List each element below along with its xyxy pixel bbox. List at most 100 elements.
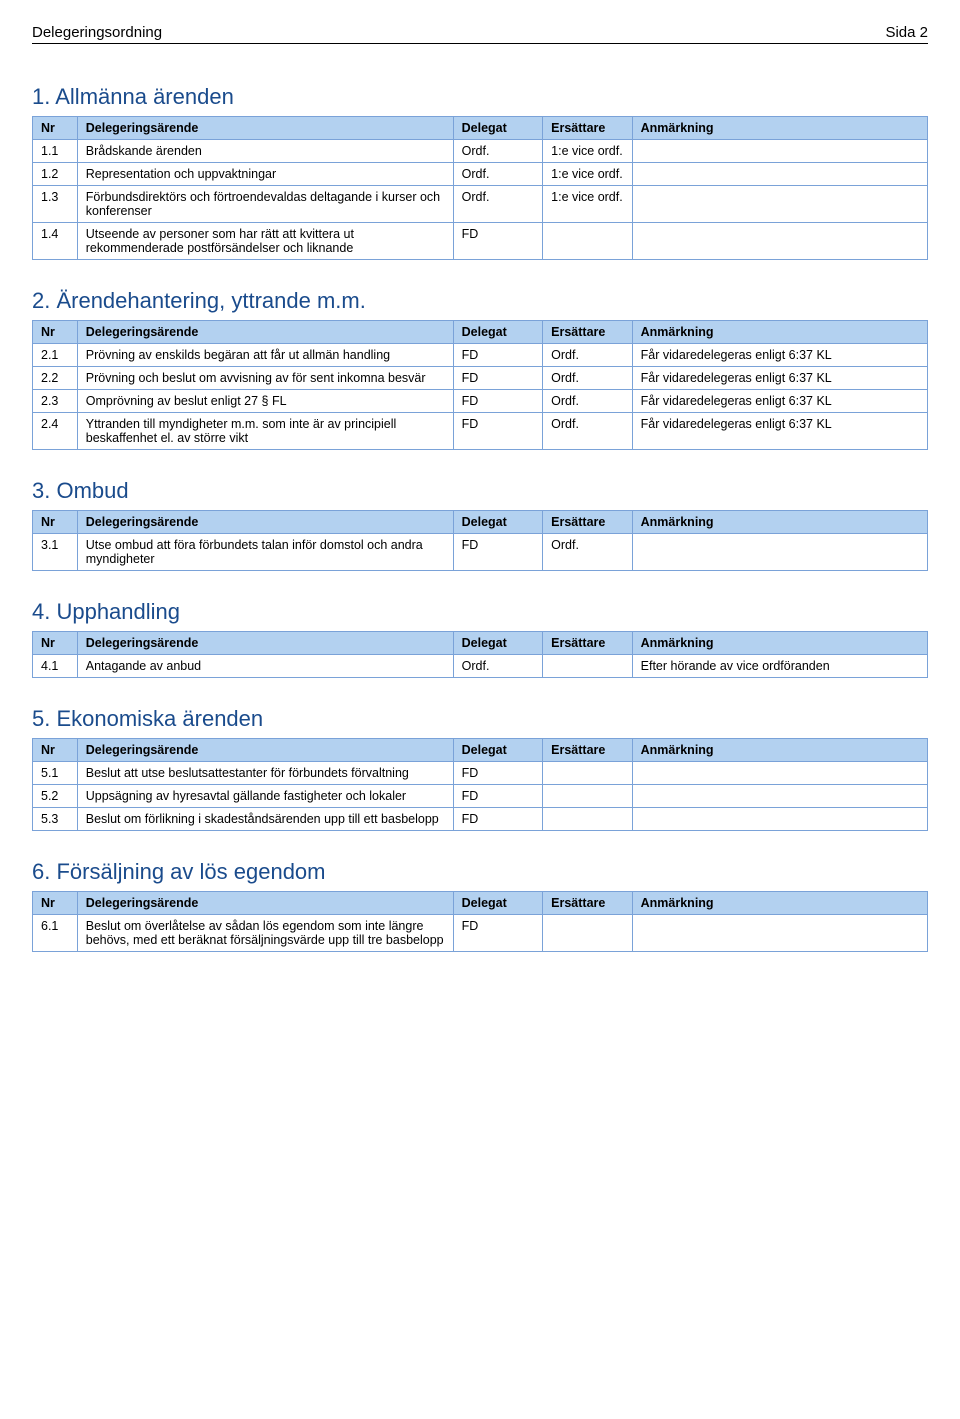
cell-anm [632, 915, 927, 952]
column-header-ers: Ersättare [543, 892, 633, 915]
table-row: 2.3Omprövning av beslut enligt 27 § FLFD… [33, 390, 928, 413]
column-header-ers: Ersättare [543, 511, 633, 534]
table-row: 3.1Utse ombud att föra förbundets talan … [33, 534, 928, 571]
column-header-anm: Anmärkning [632, 117, 927, 140]
page-header: Delegeringsordning Sida 2 [32, 24, 928, 44]
table-row: 1.3Förbundsdirektörs och förtroendevalda… [33, 186, 928, 223]
cell-nr: 4.1 [33, 655, 78, 678]
column-header-nr: Nr [33, 511, 78, 534]
cell-anm [632, 534, 927, 571]
delegation-table: NrDelegeringsärendeDelegatErsättareAnmär… [32, 891, 928, 952]
cell-del: FD [453, 785, 543, 808]
cell-del: FD [453, 413, 543, 450]
cell-nr: 1.2 [33, 163, 78, 186]
cell-nr: 3.1 [33, 534, 78, 571]
column-header-nr: Nr [33, 739, 78, 762]
cell-ers: Ordf. [543, 344, 633, 367]
cell-ers: Ordf. [543, 534, 633, 571]
cell-desc: Beslut om överlåtelse av sådan lös egend… [77, 915, 453, 952]
cell-ers: 1:e vice ordf. [543, 186, 633, 223]
cell-ers [543, 808, 633, 831]
column-header-anm: Anmärkning [632, 321, 927, 344]
cell-anm: Får vidaredelegeras enligt 6:37 KL [632, 413, 927, 450]
cell-ers: 1:e vice ordf. [543, 163, 633, 186]
delegation-table: NrDelegeringsärendeDelegatErsättareAnmär… [32, 116, 928, 260]
table-header-row: NrDelegeringsärendeDelegatErsättareAnmär… [33, 892, 928, 915]
cell-desc: Beslut att utse beslutsattestanter för f… [77, 762, 453, 785]
cell-del: FD [453, 762, 543, 785]
cell-anm [632, 163, 927, 186]
column-header-anm: Anmärkning [632, 511, 927, 534]
cell-desc: Förbundsdirektörs och förtroendevaldas d… [77, 186, 453, 223]
column-header-nr: Nr [33, 117, 78, 140]
cell-desc: Prövning av enskilds begäran att får ut … [77, 344, 453, 367]
cell-nr: 6.1 [33, 915, 78, 952]
cell-nr: 1.3 [33, 186, 78, 223]
cell-del: FD [453, 367, 543, 390]
cell-desc: Representation och uppvaktningar [77, 163, 453, 186]
delegation-table: NrDelegeringsärendeDelegatErsättareAnmär… [32, 631, 928, 678]
table-row: 2.2Prövning och beslut om avvisning av f… [33, 367, 928, 390]
cell-del: FD [453, 390, 543, 413]
cell-anm [632, 785, 927, 808]
column-header-del: Delegat [453, 321, 543, 344]
table-row: 1.4Utseende av personer som har rätt att… [33, 223, 928, 260]
column-header-ers: Ersättare [543, 632, 633, 655]
cell-desc: Antagande av anbud [77, 655, 453, 678]
column-header-anm: Anmärkning [632, 892, 927, 915]
column-header-desc: Delegeringsärende [77, 511, 453, 534]
cell-anm [632, 140, 927, 163]
column-header-desc: Delegeringsärende [77, 632, 453, 655]
column-header-ers: Ersättare [543, 117, 633, 140]
table-header-row: NrDelegeringsärendeDelegatErsättareAnmär… [33, 511, 928, 534]
table-row: 2.1Prövning av enskilds begäran att får … [33, 344, 928, 367]
cell-del: Ordf. [453, 186, 543, 223]
section-title: 1. Allmänna ärenden [32, 84, 928, 110]
cell-desc: Yttranden till myndigheter m.m. som inte… [77, 413, 453, 450]
cell-nr: 5.2 [33, 785, 78, 808]
column-header-desc: Delegeringsärende [77, 739, 453, 762]
cell-del: FD [453, 534, 543, 571]
delegation-table: NrDelegeringsärendeDelegatErsättareAnmär… [32, 320, 928, 450]
cell-desc: Omprövning av beslut enligt 27 § FL [77, 390, 453, 413]
cell-del: FD [453, 223, 543, 260]
table-row: 5.3Beslut om förlikning i skadeståndsäre… [33, 808, 928, 831]
section-title: 6. Försäljning av lös egendom [32, 859, 928, 885]
cell-del: Ordf. [453, 655, 543, 678]
cell-ers: 1:e vice ordf. [543, 140, 633, 163]
table-row: 4.1Antagande av anbudOrdf.Efter hörande … [33, 655, 928, 678]
cell-del: FD [453, 915, 543, 952]
section-title: 3. Ombud [32, 478, 928, 504]
cell-nr: 2.2 [33, 367, 78, 390]
column-header-del: Delegat [453, 739, 543, 762]
table-row: 1.1Brådskande ärendenOrdf.1:e vice ordf. [33, 140, 928, 163]
cell-anm: Får vidaredelegeras enligt 6:37 KL [632, 367, 927, 390]
table-header-row: NrDelegeringsärendeDelegatErsättareAnmär… [33, 632, 928, 655]
cell-desc: Beslut om förlikning i skadeståndsärende… [77, 808, 453, 831]
column-header-del: Delegat [453, 511, 543, 534]
column-header-del: Delegat [453, 892, 543, 915]
section-title: 2. Ärendehantering, yttrande m.m. [32, 288, 928, 314]
column-header-anm: Anmärkning [632, 632, 927, 655]
column-header-ers: Ersättare [543, 739, 633, 762]
cell-nr: 2.1 [33, 344, 78, 367]
cell-anm: Får vidaredelegeras enligt 6:37 KL [632, 344, 927, 367]
table-header-row: NrDelegeringsärendeDelegatErsättareAnmär… [33, 321, 928, 344]
delegation-table: NrDelegeringsärendeDelegatErsättareAnmär… [32, 738, 928, 831]
section-title: 4. Upphandling [32, 599, 928, 625]
column-header-nr: Nr [33, 892, 78, 915]
cell-anm [632, 808, 927, 831]
cell-anm [632, 223, 927, 260]
sections-container: 1. Allmänna ärendenNrDelegeringsärendeDe… [32, 84, 928, 952]
cell-nr: 2.3 [33, 390, 78, 413]
section-title: 5. Ekonomiska ärenden [32, 706, 928, 732]
cell-del: FD [453, 808, 543, 831]
column-header-nr: Nr [33, 321, 78, 344]
cell-ers: Ordf. [543, 367, 633, 390]
cell-desc: Utse ombud att föra förbundets talan inf… [77, 534, 453, 571]
cell-nr: 5.3 [33, 808, 78, 831]
cell-del: FD [453, 344, 543, 367]
column-header-del: Delegat [453, 632, 543, 655]
cell-anm: Får vidaredelegeras enligt 6:37 KL [632, 390, 927, 413]
cell-anm [632, 186, 927, 223]
